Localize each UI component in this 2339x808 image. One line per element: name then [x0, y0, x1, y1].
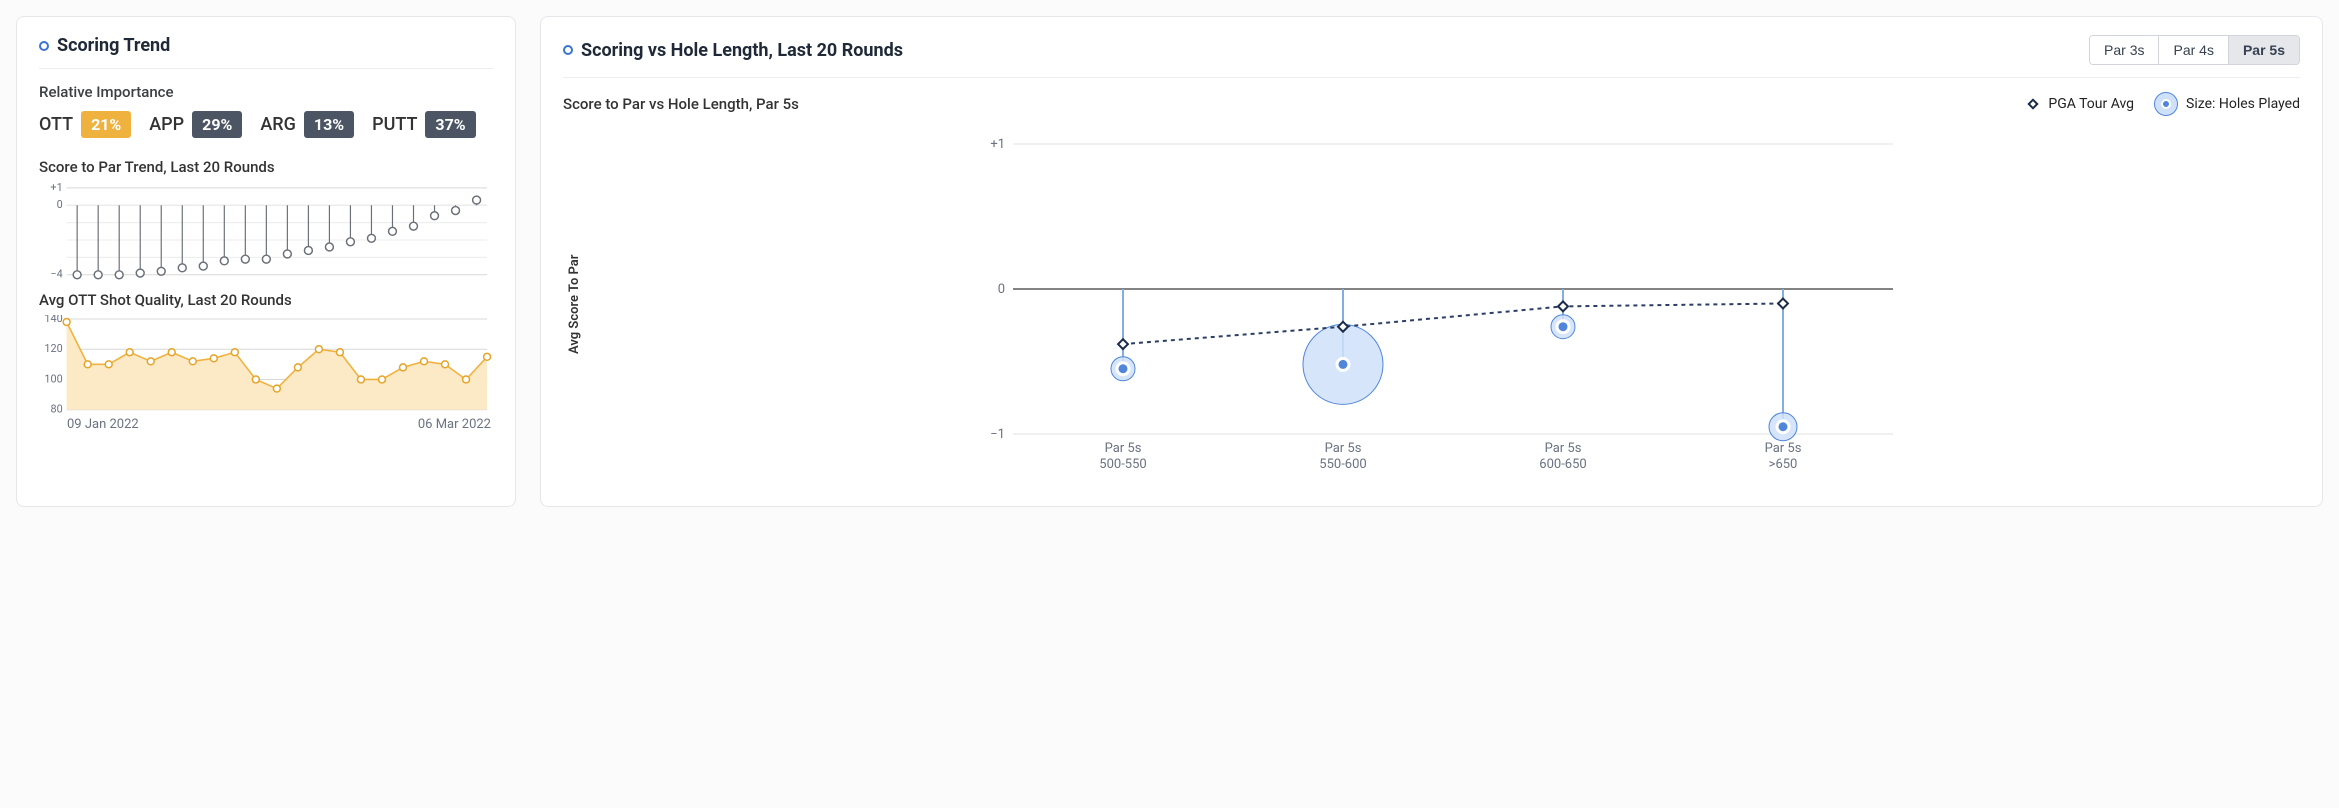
ott-chart: 80 100 120 140: [39, 315, 493, 414]
importance-label: APP: [149, 114, 184, 135]
legend-size-label: Size: Holes Played: [2186, 96, 2300, 112]
svg-text:0: 0: [998, 282, 1005, 297]
svg-text:Par 5s: Par 5s: [1105, 441, 1142, 456]
card-header: Scoring Trend: [39, 35, 493, 69]
importance-item: OTT 21%: [39, 111, 131, 138]
legend: PGA Tour Avg Size: Holes Played: [2026, 92, 2300, 116]
bullet-ring-icon: [39, 41, 49, 51]
par-toggle-group: Par 3sPar 4sPar 5s: [2089, 35, 2300, 65]
scoring-vs-length-card: Scoring vs Hole Length, Last 20 Rounds P…: [540, 16, 2323, 507]
title-text: Scoring vs Hole Length, Last 20 Rounds: [581, 40, 903, 61]
par-toggle-button[interactable]: Par 3s: [2090, 36, 2159, 64]
bubble-marker-icon: [2154, 92, 2178, 116]
svg-text:550-600: 550-600: [1319, 457, 1366, 472]
svg-text:−4: −4: [50, 268, 62, 281]
svg-text:500-550: 500-550: [1099, 457, 1146, 472]
trend-chart: −4 0 +1: [39, 182, 493, 281]
svg-text:100: 100: [44, 372, 62, 385]
importance-badge[interactable]: 21%: [81, 111, 131, 138]
par-toggle-button[interactable]: Par 5s: [2229, 36, 2299, 64]
diamond-marker-icon: [2026, 97, 2040, 111]
importance-item: ARG 13%: [260, 111, 354, 138]
importance-label: ARG: [260, 114, 296, 135]
legend-pga: PGA Tour Avg: [2026, 96, 2134, 112]
date-start: 09 Jan 2022: [67, 417, 139, 432]
svg-text:600-650: 600-650: [1539, 457, 1586, 472]
svg-text:+1: +1: [50, 182, 62, 194]
importance-item: PUTT 37%: [372, 111, 476, 138]
svg-text:80: 80: [50, 402, 62, 413]
card-header: Scoring vs Hole Length, Last 20 Rounds P…: [563, 35, 2300, 78]
svg-text:Par 5s: Par 5s: [1765, 441, 1802, 456]
importance-row: OTT 21% APP 29% ARG 13% PUTT 37%: [39, 111, 493, 138]
importance-label: OTT: [39, 114, 73, 135]
date-range: 09 Jan 2022 06 Mar 2022: [39, 413, 493, 432]
svg-text:−1: −1: [990, 427, 1005, 442]
card-title: Scoring Trend: [39, 35, 170, 56]
relative-importance-label: Relative Importance: [39, 83, 493, 101]
importance-badge[interactable]: 29%: [192, 111, 242, 138]
svg-text:>650: >650: [1769, 457, 1798, 472]
title-text: Scoring Trend: [57, 35, 170, 56]
subtitle: Score to Par vs Hole Length, Par 5s: [563, 95, 799, 113]
card-title: Scoring vs Hole Length, Last 20 Rounds: [563, 40, 903, 61]
svg-text:Par 5s: Par 5s: [1325, 441, 1362, 456]
y-axis-label: Avg Score To Par: [563, 124, 586, 484]
svg-text:Par 5s: Par 5s: [1545, 441, 1582, 456]
svg-text:0: 0: [57, 198, 63, 211]
ott-chart-title: Avg OTT Shot Quality, Last 20 Rounds: [39, 291, 493, 309]
importance-badge[interactable]: 37%: [425, 111, 475, 138]
par-toggle-button[interactable]: Par 4s: [2159, 36, 2228, 64]
hole-length-chart: Avg Score To Par −10+1Par 5s500-550Par 5…: [563, 124, 2300, 484]
svg-text:+1: +1: [990, 137, 1005, 152]
svg-text:140: 140: [44, 315, 62, 325]
importance-badge[interactable]: 13%: [304, 111, 354, 138]
legend-pga-label: PGA Tour Avg: [2048, 96, 2134, 112]
svg-text:120: 120: [44, 342, 62, 355]
importance-item: APP 29%: [149, 111, 242, 138]
scoring-trend-card: Scoring Trend Relative Importance OTT 21%…: [16, 16, 516, 507]
bullet-ring-icon: [563, 45, 573, 55]
importance-label: PUTT: [372, 114, 417, 135]
date-end: 06 Mar 2022: [418, 417, 491, 432]
subheader: Score to Par vs Hole Length, Par 5s PGA …: [563, 92, 2300, 116]
legend-size: Size: Holes Played: [2154, 92, 2300, 116]
trend-chart-title: Score to Par Trend, Last 20 Rounds: [39, 158, 493, 176]
